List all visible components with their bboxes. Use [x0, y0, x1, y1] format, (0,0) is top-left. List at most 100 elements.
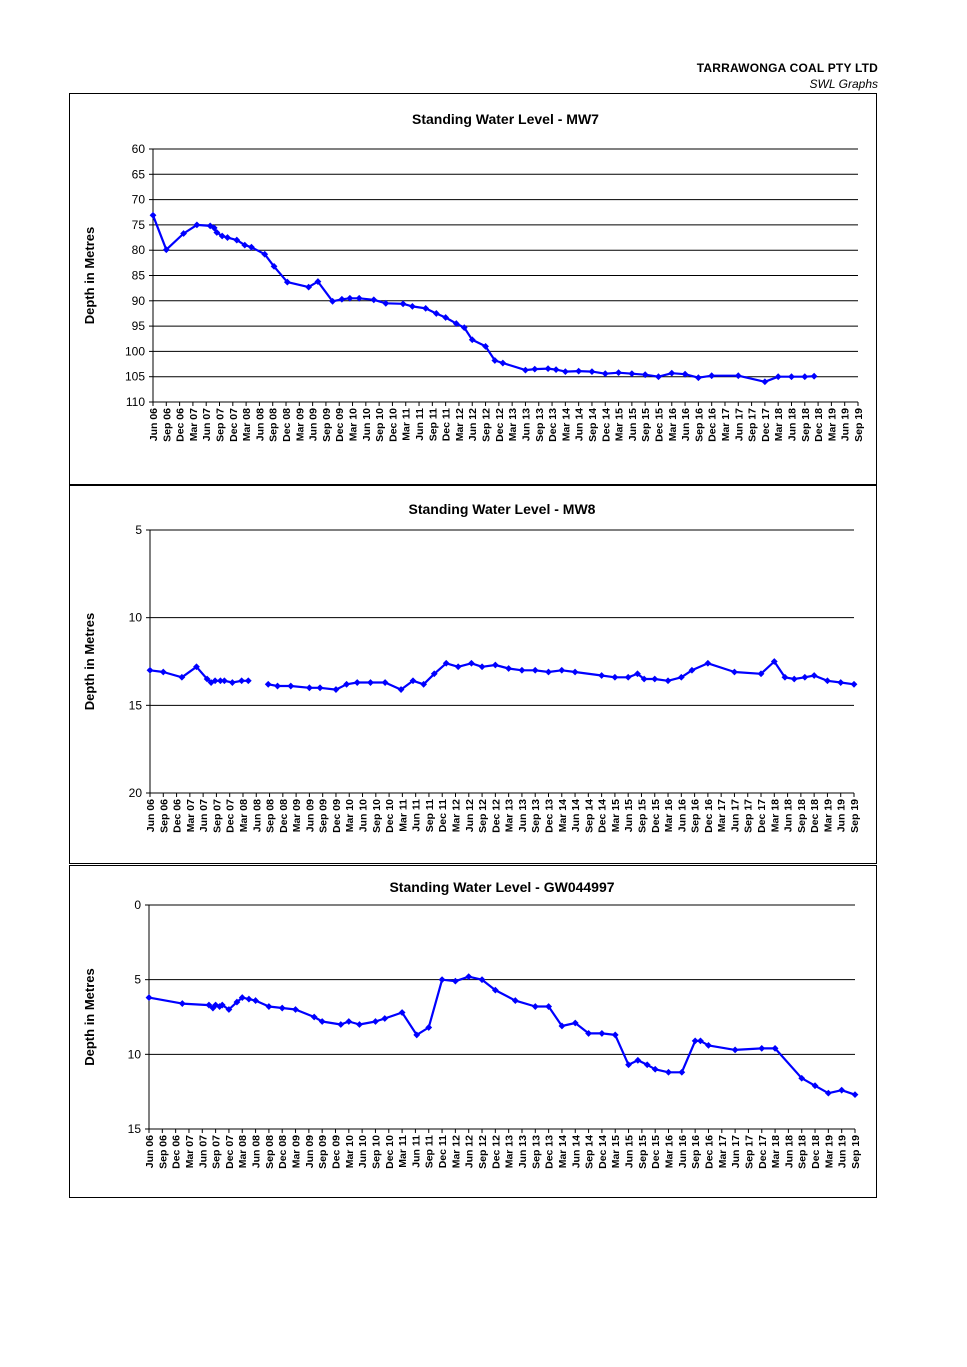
- x-tick-label: Sep 09: [317, 1135, 329, 1169]
- data-point: [694, 374, 702, 382]
- series-line: [151, 214, 815, 383]
- x-tick-label: Dec 09: [334, 408, 346, 442]
- data-point: [343, 680, 350, 688]
- x-tick-label: Dec 07: [228, 408, 240, 442]
- data-point: [318, 1018, 326, 1025]
- x-tick-label: Jun 07: [201, 408, 213, 441]
- x-tick-label: Mar 08: [237, 1135, 249, 1168]
- data-point: [264, 680, 272, 688]
- data-point: [452, 320, 460, 327]
- data-point: [408, 302, 416, 310]
- x-tick-label: Jun 19: [840, 408, 852, 441]
- data-point: [233, 998, 241, 1006]
- x-tick-label: Mar 19: [826, 408, 838, 441]
- x-tick-label: Mar 07: [188, 408, 200, 441]
- chart-svg: Standing Water Level - GW044997 Depth in …: [82, 879, 862, 1169]
- data-point: [397, 686, 405, 693]
- x-tick-label: Jun 14: [574, 408, 586, 441]
- x-tick-label: Sep 10: [374, 408, 386, 442]
- x-tick-label: Jun 10: [361, 408, 373, 441]
- x-tick-label: Dec 13: [547, 408, 559, 442]
- x-tick-label: Sep 15: [637, 1135, 649, 1169]
- data-point: [518, 666, 526, 674]
- data-point: [704, 659, 712, 667]
- x-tick-label: Mar 09: [294, 408, 306, 441]
- x-tick-label: Sep 10: [370, 1135, 382, 1169]
- data-point: [668, 369, 676, 377]
- data-point: [708, 372, 716, 380]
- data-point: [598, 1030, 606, 1037]
- x-tick-label: Mar 16: [667, 408, 679, 441]
- x-tick-label: Dec 08: [277, 1135, 289, 1169]
- x-tick-label: Dec 16: [703, 1135, 715, 1169]
- data-point: [611, 673, 619, 681]
- data-point: [624, 673, 632, 681]
- x-tick-label: Sep 15: [636, 799, 648, 833]
- data-point: [837, 679, 845, 686]
- x-tick-label: Sep 12: [477, 799, 489, 833]
- data-point: [338, 295, 346, 303]
- x-tick-label: Sep 08: [264, 1135, 276, 1169]
- data-point: [422, 304, 430, 312]
- series-line: [268, 660, 855, 691]
- x-tick-label: Mar 14: [560, 408, 572, 441]
- data-point: [244, 677, 252, 685]
- data-point: [781, 673, 789, 681]
- x-tick-label: Jun 06: [145, 799, 157, 832]
- data-point: [442, 659, 450, 667]
- x-tick-label: Jun 09: [304, 1135, 316, 1168]
- x-tick-label: Sep 18: [800, 408, 812, 442]
- data-point: [598, 672, 606, 679]
- data-point: [545, 668, 552, 676]
- data-point: [248, 243, 255, 251]
- x-tick-label: Sep 09: [321, 408, 333, 442]
- x-tick-label: Dec 07: [225, 799, 237, 833]
- x-tick-label: Dec 11: [437, 1135, 449, 1168]
- x-tick-label: Sep 10: [371, 799, 383, 833]
- data-point: [531, 1003, 539, 1010]
- data-point: [625, 1061, 632, 1069]
- x-tick-label: Mar 10: [344, 799, 356, 832]
- y-tick-label: 65: [132, 167, 146, 181]
- x-tick-label: Mar 09: [291, 799, 303, 832]
- x-tick-label: Dec 10: [387, 408, 399, 442]
- data-point: [451, 977, 459, 985]
- data-point: [305, 283, 313, 291]
- data-point: [149, 211, 157, 219]
- data-point: [238, 994, 246, 1001]
- data-point: [228, 679, 236, 686]
- data-point: [824, 677, 831, 685]
- x-tick-label: Dec 16: [703, 799, 715, 833]
- x-tick-label: Mar 13: [504, 799, 516, 832]
- x-tick-label: Jun 10: [357, 1135, 369, 1168]
- x-tick-label: Jun 19: [837, 1135, 849, 1168]
- x-tick-label: Dec 08: [281, 408, 293, 442]
- chart-title: Standing Water Level - MW8: [409, 501, 596, 517]
- data-point: [655, 373, 662, 381]
- x-tick-label: Mar 12: [454, 408, 466, 441]
- data-point: [162, 246, 170, 254]
- x-tick-label: Mar 14: [557, 1135, 569, 1168]
- data-point: [601, 370, 609, 378]
- data-point: [801, 373, 809, 381]
- x-tick-label: Jun 18: [783, 799, 795, 832]
- data-point: [665, 1068, 672, 1076]
- x-tick-label: Dec 18: [809, 799, 821, 833]
- x-tick-label: Sep 14: [583, 799, 595, 833]
- x-tick-label: Mar 17: [717, 1135, 729, 1168]
- x-tick-label: Sep 07: [215, 408, 227, 442]
- data-point: [544, 365, 552, 373]
- data-point: [420, 680, 428, 688]
- data-point: [292, 1006, 299, 1013]
- x-tick-label: Sep 17: [743, 1135, 755, 1169]
- data-point: [430, 670, 438, 678]
- data-point: [238, 677, 246, 685]
- x-tick-label: Mar 11: [401, 408, 413, 441]
- data-point: [465, 973, 473, 981]
- data-point: [757, 670, 765, 678]
- x-tick-label: Jun 16: [677, 1135, 689, 1168]
- data-point: [353, 679, 361, 686]
- x-tick-label: Jun 14: [570, 1135, 582, 1168]
- y-tick-label: 105: [125, 370, 145, 384]
- data-point: [346, 294, 354, 302]
